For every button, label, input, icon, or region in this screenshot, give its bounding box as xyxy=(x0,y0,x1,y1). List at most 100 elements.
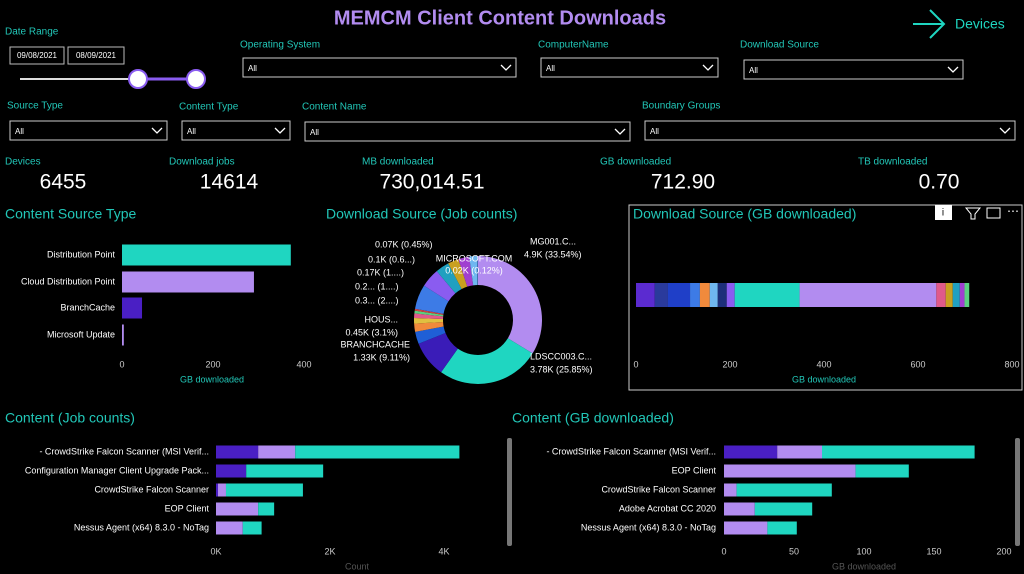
kpi-value: 14614 xyxy=(200,171,259,194)
x-tick-label: 150 xyxy=(926,546,941,556)
slice-value-label: 1.33K (9.11%) xyxy=(353,352,410,362)
donut-slice[interactable] xyxy=(441,338,533,385)
x-axis-label: GB downloaded xyxy=(832,561,896,571)
donut-slice[interactable] xyxy=(436,263,462,294)
donut-slice[interactable] xyxy=(415,326,446,344)
bar-segment xyxy=(724,445,778,459)
donut-slice[interactable] xyxy=(414,321,444,332)
y-category-label: EOP Client xyxy=(672,465,717,475)
y-category-label: CrowdStrike Falcon Scanner xyxy=(94,484,209,494)
dropdown-chevron xyxy=(151,127,163,134)
nav-label[interactable]: Devices xyxy=(955,16,1005,32)
bar-segment xyxy=(242,521,262,535)
dropdown-chevron xyxy=(999,127,1011,134)
donut-slice[interactable] xyxy=(414,318,444,324)
dropdown-value: All xyxy=(15,127,24,136)
dropdown[interactable] xyxy=(540,57,719,78)
filter-icon[interactable] xyxy=(964,207,982,220)
x-tick-label: 0K xyxy=(210,546,221,556)
kpi-label: Download jobs xyxy=(169,157,235,168)
bar-segment xyxy=(952,283,960,307)
dropdown[interactable] xyxy=(644,120,1016,141)
focus-icon[interactable] xyxy=(986,207,1001,219)
bar-segment xyxy=(734,283,800,307)
slice-label: MICROSOFT.COM xyxy=(436,253,513,263)
kpi-value: 730,014.51 xyxy=(379,171,484,194)
page-title: MEMCM Client Content Downloads xyxy=(334,7,666,29)
donut-slice[interactable] xyxy=(469,256,478,286)
x-tick-label: 0 xyxy=(119,359,124,369)
slider-handle[interactable] xyxy=(128,69,148,89)
donut-slice[interactable] xyxy=(415,285,449,314)
x-tick-label: 200 xyxy=(722,359,737,369)
nav-arrow xyxy=(913,9,946,39)
donut-slice[interactable] xyxy=(418,333,458,373)
more-icon[interactable]: ⋯ xyxy=(1007,204,1019,218)
bar-segment xyxy=(717,283,727,307)
dropdown[interactable] xyxy=(743,59,964,80)
donut-slice[interactable] xyxy=(414,310,444,317)
scrollbar[interactable] xyxy=(507,438,512,546)
dropdown-value: All xyxy=(248,64,257,73)
slice-value-label: 0.07K (0.45%) xyxy=(375,239,433,249)
dropdown[interactable] xyxy=(9,120,168,141)
bar-segment xyxy=(216,464,247,478)
bar-segment xyxy=(855,464,909,478)
donut-slice[interactable] xyxy=(448,259,468,290)
bar-segment xyxy=(777,445,822,459)
x-tick-label: 400 xyxy=(816,359,831,369)
scrollbar[interactable] xyxy=(1015,438,1020,546)
donut-slice[interactable] xyxy=(414,313,444,319)
donut-slice[interactable] xyxy=(458,256,474,287)
slider-handle[interactable] xyxy=(186,69,206,89)
bar xyxy=(122,297,143,319)
dropdown-value: All xyxy=(187,127,196,136)
bar-segment xyxy=(699,283,710,307)
dropdown[interactable] xyxy=(181,120,291,141)
x-axis-label: GB downloaded xyxy=(792,374,856,384)
bar-segment xyxy=(724,464,856,478)
donut-slice[interactable] xyxy=(477,256,478,286)
y-category-label: Microsoft Update xyxy=(47,329,115,339)
info-icon[interactable] xyxy=(935,205,952,220)
donut-slice[interactable] xyxy=(478,256,543,354)
dropdown-value: All xyxy=(310,128,319,137)
chart-title: Download Source (Job counts) xyxy=(326,206,517,222)
visual-header-icons: i ⋯ xyxy=(935,204,1019,220)
bar-segment xyxy=(959,283,965,307)
date-range-label: Date Range xyxy=(5,27,59,38)
bar-segment xyxy=(936,283,946,307)
dropdown-chevron xyxy=(947,66,959,73)
date-start: 09/08/2021 xyxy=(17,51,58,60)
date-start-box[interactable] xyxy=(9,46,65,65)
slice-value-label: 0.2... (1....) xyxy=(355,281,399,291)
icon-glyph: i xyxy=(942,208,944,219)
nav-devices[interactable]: Devices xyxy=(913,9,1005,39)
x-tick-label: 200 xyxy=(996,546,1011,556)
bar-segment xyxy=(258,502,275,516)
slice-value-label: 0.02K (0.12%) xyxy=(445,265,503,275)
filter-label: Content Type xyxy=(179,102,239,113)
chart-title: Content (Job counts) xyxy=(5,410,135,426)
bar-segment xyxy=(667,283,691,307)
x-tick-label: 200 xyxy=(205,359,220,369)
date-end-box[interactable] xyxy=(67,46,125,65)
bar-segment xyxy=(216,521,243,535)
dropdown-chevron xyxy=(614,128,626,135)
slice-value-label: 3.78K (25.85%) xyxy=(530,364,593,374)
donut-slice[interactable] xyxy=(414,308,444,315)
x-tick-label: 2K xyxy=(324,546,335,556)
bar-segment xyxy=(690,283,700,307)
y-category-label: CrowdStrike Falcon Scanner xyxy=(601,484,716,494)
date-end: 08/09/2021 xyxy=(76,51,117,60)
bar-segment xyxy=(724,502,755,516)
dropdown[interactable] xyxy=(304,121,631,142)
x-tick-label: 50 xyxy=(789,546,799,556)
bar-segment xyxy=(799,283,937,307)
dropdown-value: All xyxy=(650,127,659,136)
donut-slice[interactable] xyxy=(424,271,456,302)
dropdown[interactable] xyxy=(242,57,517,78)
bar-segment xyxy=(216,483,218,497)
dropdown-chevron xyxy=(702,64,714,71)
filter-label: Operating System xyxy=(240,40,320,51)
